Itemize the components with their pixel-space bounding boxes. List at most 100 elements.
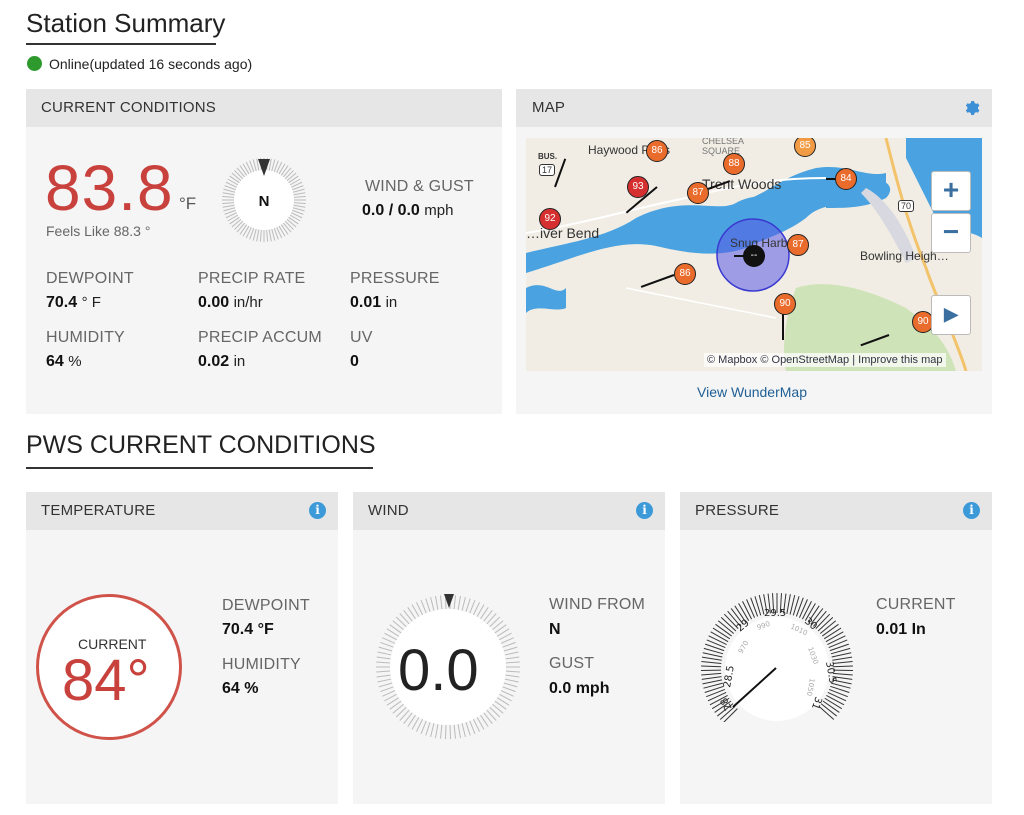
info-icon[interactable]: i — [636, 502, 653, 519]
map-attribution[interactable]: © Mapbox © OpenStreetMap | Improve this … — [704, 353, 946, 367]
dial-tick — [457, 724, 461, 738]
pws-title: PWS CURRENT CONDITIONS — [26, 431, 376, 459]
dial-tick — [225, 181, 238, 188]
dial-tick — [222, 204, 235, 208]
dial-tick — [457, 596, 461, 610]
dial-tick — [288, 216, 299, 225]
dial-tick — [384, 632, 398, 641]
dial-tick — [293, 202, 306, 205]
dial-tick — [828, 639, 848, 649]
zoom-in-button[interactable]: + — [931, 171, 971, 211]
dial-tick — [435, 596, 439, 610]
info-icon[interactable]: i — [963, 502, 980, 519]
dial-tick — [439, 724, 443, 739]
precip-rate-value: 0.00 in/hr — [198, 294, 263, 312]
map-marker[interactable]: 93 — [627, 176, 649, 198]
temperature-current-label: CURRENT — [78, 636, 147, 652]
dial-tick — [292, 185, 304, 191]
dial-tick — [386, 697, 400, 706]
map-marker[interactable]: 85 — [794, 138, 816, 157]
wind-gust-value: 0.0 / 0.0 mph — [362, 202, 453, 220]
dial-tick — [403, 609, 413, 622]
gear-icon[interactable] — [962, 99, 980, 117]
dial-tick — [380, 641, 394, 648]
dial-tick — [750, 597, 759, 617]
dial-tick — [820, 703, 837, 717]
marker-stick — [782, 314, 784, 340]
temperature-dewpoint-label: DEWPOINT — [222, 597, 310, 614]
dial-tick — [376, 656, 391, 660]
temperature-humidity-label: HUMIDITY — [222, 656, 301, 673]
map-marker[interactable]: 86 — [646, 140, 668, 162]
map-marker[interactable]: 87 — [787, 234, 809, 256]
dial-tick — [505, 661, 520, 664]
map-place-square: SQUARE — [702, 146, 741, 156]
temperature-dewpoint-value: 70.4 °F — [222, 621, 274, 638]
dial-tick — [504, 651, 519, 656]
dial-tick — [266, 229, 269, 242]
dial-tick — [430, 597, 435, 611]
humidity-value: 64 % — [46, 353, 82, 371]
compass-dial: N — [222, 158, 306, 242]
dial-tick — [830, 685, 850, 693]
status-dot — [27, 56, 42, 71]
map-marker[interactable]: 84 — [835, 168, 857, 190]
dial-tick — [754, 596, 762, 616]
pressure-label-30-5: 30.5 — [823, 661, 838, 685]
dial-tick — [222, 192, 235, 196]
dial-tick — [710, 631, 729, 643]
dial-tick — [229, 216, 240, 225]
play-button[interactable]: ▶ — [931, 295, 971, 335]
pressure-title: PRESSURE — [695, 502, 780, 519]
temperature-ring — [36, 594, 182, 740]
dial-tick — [284, 169, 295, 180]
dial-tick — [758, 594, 765, 615]
map-marker[interactable]: 92 — [539, 208, 561, 230]
dial-tick — [469, 600, 476, 614]
dial-tick — [822, 623, 839, 637]
dial-tick — [723, 708, 738, 722]
wind-pointer-icon — [444, 594, 454, 608]
map-view[interactable]: Haywood Pl…s Trent Woods …iver Bend Snug… — [526, 138, 982, 371]
map-marker[interactable]: 88 — [723, 153, 745, 175]
dial-tick — [503, 646, 518, 652]
info-icon[interactable]: i — [309, 502, 326, 519]
map-title: MAP — [532, 99, 566, 116]
dial-tick — [505, 670, 520, 673]
dial-tick — [804, 603, 816, 621]
dial-tick — [407, 714, 416, 727]
map-place-bowling: Bowling Heigh… — [860, 249, 949, 263]
dial-tick — [289, 214, 301, 222]
pressure-label-29-5: 29.5 — [764, 608, 786, 619]
dial-tick — [746, 599, 756, 618]
title-underline — [26, 43, 216, 45]
dial-tick — [708, 635, 727, 646]
dial-tick — [486, 613, 497, 625]
map-marker[interactable]: 86 — [674, 263, 696, 285]
dial-tick — [377, 678, 392, 683]
dial-tick — [502, 641, 516, 648]
map-marker[interactable]: 87 — [687, 182, 709, 204]
dial-tick — [817, 617, 834, 632]
view-wundermap-link[interactable]: View WunderMap — [697, 384, 807, 400]
dial-tick — [832, 661, 853, 665]
dial-tick — [825, 631, 844, 643]
temperature-title: TEMPERATURE — [41, 502, 156, 519]
dial-tick — [223, 207, 236, 212]
dewpoint-number: 70.4 — [46, 294, 78, 311]
dial-tick — [703, 682, 723, 689]
dial-tick — [706, 688, 726, 698]
dial-tick — [703, 647, 724, 655]
dial-tick — [738, 603, 750, 621]
dial-tick — [292, 188, 305, 193]
dial-tick — [236, 222, 246, 233]
pressure-number: 0.01 — [350, 294, 382, 311]
dial-tick — [494, 700, 507, 710]
zoom-out-button[interactable]: − — [931, 213, 971, 253]
station-marker[interactable]: -- — [743, 245, 765, 267]
page-title: Station Summary — [26, 8, 226, 38]
dial-tick — [823, 627, 842, 640]
dial-tick — [709, 694, 728, 706]
map-marker[interactable]: 90 — [774, 293, 796, 315]
wind-speed: 0.0 — [398, 638, 479, 703]
